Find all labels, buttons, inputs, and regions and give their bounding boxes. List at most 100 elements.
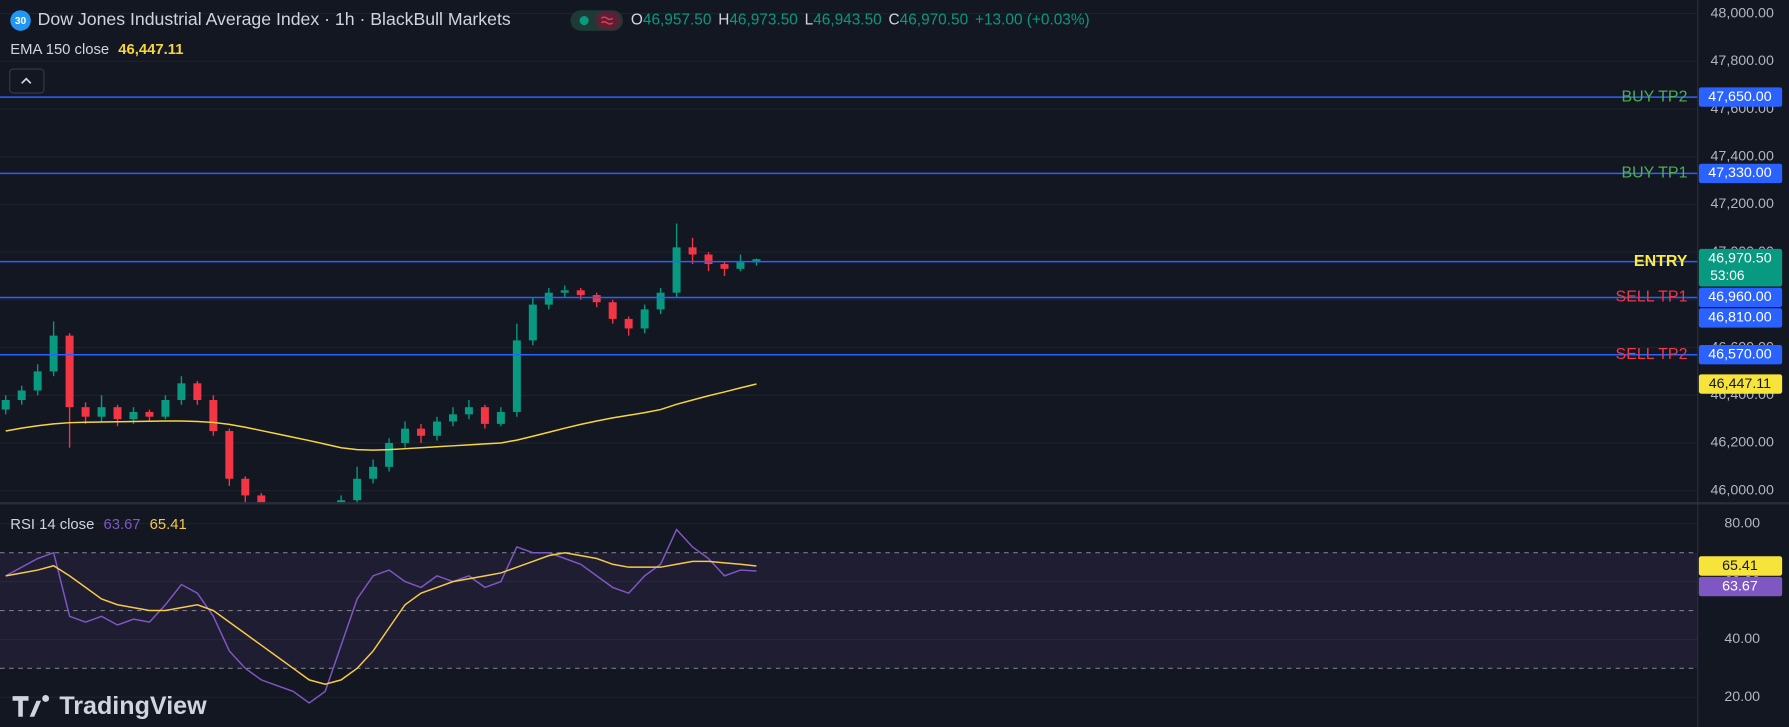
- candle-body: [257, 495, 266, 504]
- candle-body: [193, 383, 202, 401]
- candle-body: [720, 264, 729, 269]
- price-badge-label: 47,650.00: [1708, 89, 1771, 105]
- change: +13.00 (+0.03%): [975, 12, 1090, 29]
- y-tick-label: 48,000.00: [1711, 5, 1774, 21]
- level-name: BUY TP1: [1621, 165, 1687, 182]
- candle-body: [448, 414, 457, 422]
- price-badge: [1698, 163, 1783, 184]
- candle-body: [65, 335, 74, 408]
- price-badge: [1698, 87, 1783, 107]
- y-tick-label: 46,000.00: [1711, 482, 1774, 498]
- y-tick-label: 47,800.00: [1711, 53, 1774, 69]
- candle-body: [752, 259, 761, 263]
- candle-body: [496, 411, 505, 424]
- rsi-pane: [0, 523, 1698, 704]
- countdown: 53:06: [1710, 268, 1745, 283]
- market-open-dot: [579, 15, 589, 26]
- price-badge-label: 65.41: [1722, 558, 1758, 574]
- candle-body: [369, 466, 378, 479]
- price-pane: [0, 13, 1698, 504]
- candle-body: [17, 390, 26, 401]
- price-badge: [1698, 576, 1783, 597]
- price-badge-label: 46,570.00: [1708, 346, 1771, 362]
- candle-body: [177, 383, 186, 401]
- ema-legend: EMA 150 close 46,447.11: [10, 42, 183, 58]
- candle-body: [33, 371, 42, 391]
- y-tick-label: 20.00: [1724, 689, 1760, 705]
- candle-body: [640, 309, 649, 329]
- price-badge: [1698, 287, 1783, 308]
- candle-body: [385, 442, 394, 467]
- candle-body: [480, 407, 489, 424]
- candle-body: [512, 340, 521, 412]
- symbol-badge: 30: [15, 16, 27, 27]
- y-tick-label: 47,400.00: [1711, 148, 1774, 164]
- price-badge-label: 47,330.00: [1708, 165, 1771, 181]
- candle-body: [432, 421, 441, 436]
- price-badge-label: 46,447.11: [1709, 376, 1771, 392]
- rsi-line: [5, 551, 757, 685]
- h-label: H: [718, 12, 729, 29]
- level-name: SELL TP2: [1616, 346, 1688, 363]
- rsi-legend: RSI 14 close 63.67 65.41: [10, 517, 187, 533]
- level-name: SELL TP1: [1616, 289, 1688, 306]
- watermark: TradingView: [59, 692, 207, 720]
- o-label: O: [631, 12, 643, 29]
- candle-body: [560, 290, 569, 293]
- candle-body: [337, 500, 346, 504]
- y-tick-label: 80.00: [1724, 516, 1760, 532]
- logo-dot: [42, 695, 50, 702]
- level-name: ENTRY: [1634, 253, 1688, 270]
- candle-body: [688, 247, 697, 255]
- candle-body: [528, 304, 537, 341]
- l-value: 46,943.50: [813, 12, 881, 29]
- collapse-icon: [21, 77, 32, 84]
- price-badge: [1698, 344, 1783, 365]
- candle-body: [576, 290, 585, 296]
- candle-body: [464, 407, 473, 415]
- status-icon-bg: [595, 11, 621, 30]
- candle-body: [656, 292, 665, 310]
- candle-body: [544, 292, 553, 305]
- candle-body: [672, 247, 681, 293]
- symbol-icon: [10, 10, 31, 31]
- candle-body: [49, 335, 58, 372]
- rsi-line: [5, 528, 757, 704]
- price-badge: [1698, 308, 1783, 328]
- candle-body: [113, 407, 122, 420]
- axis-badges: 47,650.00 47,330.00 46,970.50 53:06 46,960.0…: [1698, 87, 1783, 597]
- ohlc-legend: O46,957.50 H46,973.50 L46,943.50 C46,970.50…: [631, 12, 1090, 29]
- collapse-button[interactable]: [9, 68, 45, 94]
- price-badge-label: 46,960.00: [1708, 289, 1771, 305]
- candle-body: [241, 478, 250, 496]
- candle-body: [736, 262, 745, 269]
- o-value: 46,957.50: [643, 12, 711, 29]
- c-value: 46,970.50: [900, 12, 968, 29]
- y-tick-label: 40.00: [1724, 631, 1760, 647]
- rsi-value: 63.67: [103, 517, 140, 533]
- delay-icon: [600, 16, 614, 25]
- candle-body: [145, 411, 154, 417]
- c-label: C: [889, 12, 900, 29]
- rsi-ma-value: 65.41: [150, 517, 187, 533]
- y-tick-label: 47,200.00: [1711, 196, 1774, 212]
- logo-icon: [12, 696, 42, 717]
- candle-body: [401, 428, 410, 443]
- price-badge-label: 46,970.50: [1708, 250, 1771, 266]
- level-name: BUY TP2: [1621, 88, 1687, 105]
- price-badge: [1698, 248, 1783, 287]
- candle-body: [225, 431, 234, 479]
- price-badge: [1698, 556, 1783, 576]
- y-tick-label: 46,200.00: [1711, 435, 1774, 451]
- ema-value: 46,447.11: [118, 42, 183, 58]
- price-badge-label: 63.67: [1722, 578, 1758, 594]
- candle-body: [97, 407, 106, 417]
- candle-body: [161, 400, 170, 417]
- l-label: L: [805, 12, 814, 29]
- candle-body: [209, 400, 218, 432]
- candle-body: [624, 318, 633, 329]
- candle-body: [353, 478, 362, 501]
